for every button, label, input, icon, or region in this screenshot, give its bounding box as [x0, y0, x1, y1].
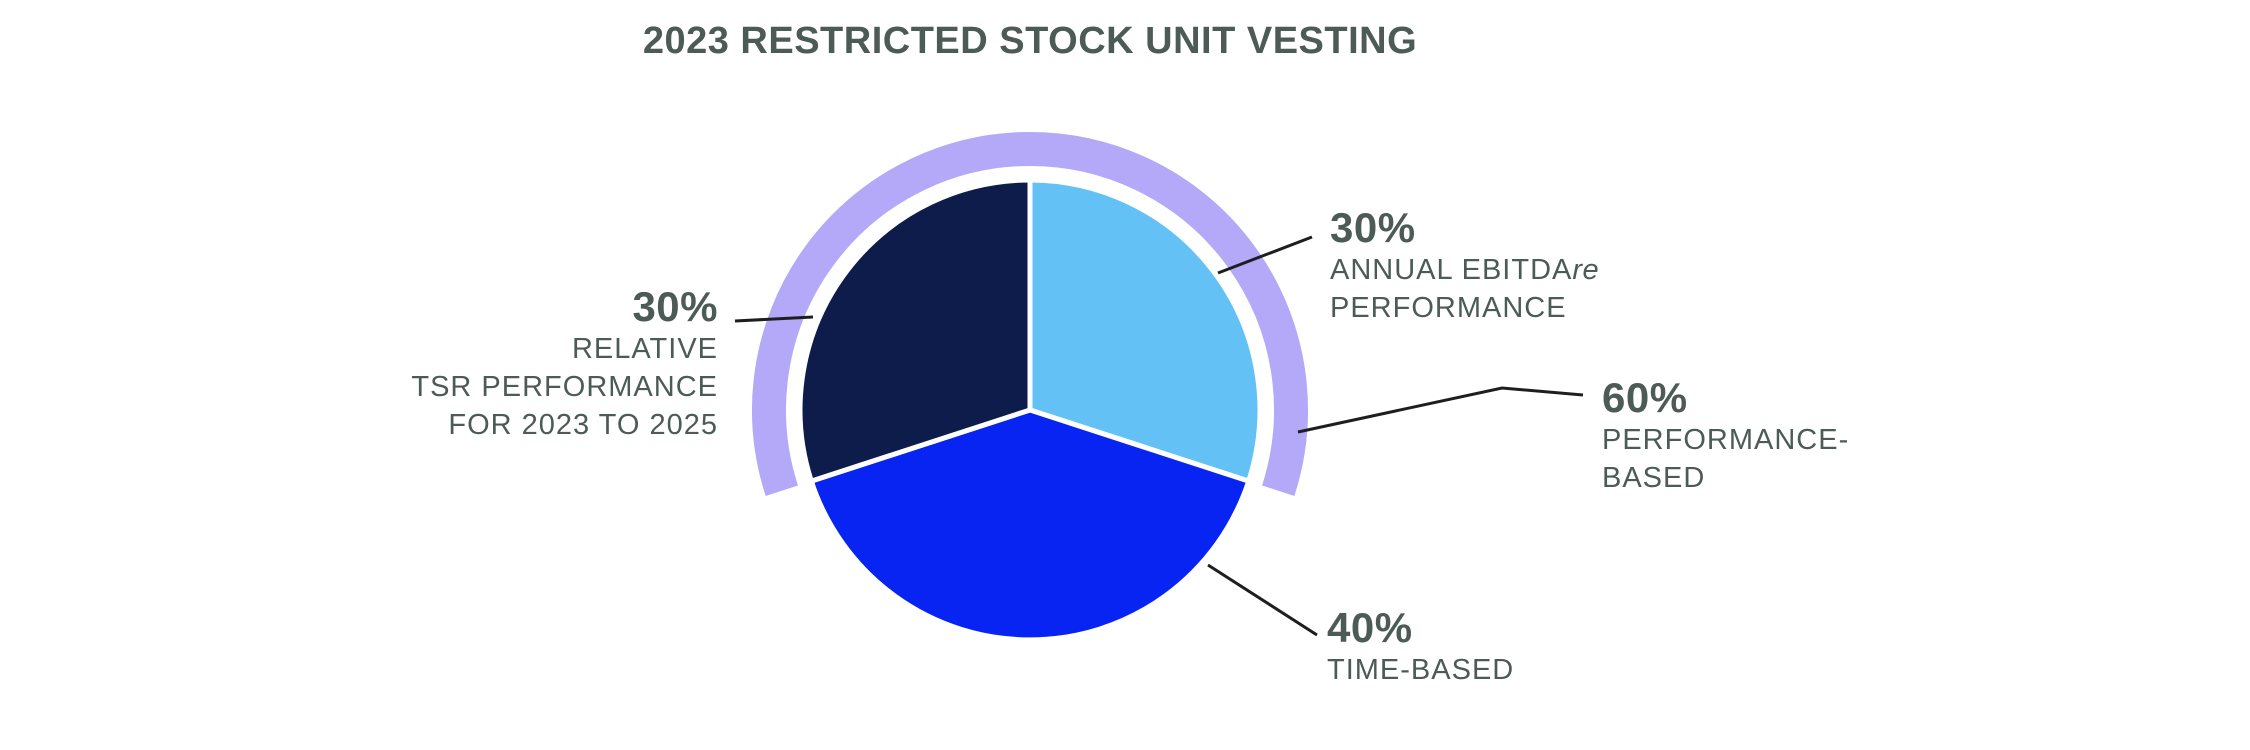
- callout-tsr-percent: 30%: [632, 283, 718, 330]
- pie-slice-ebitda: [1027, 177, 1263, 484]
- callout-ebitda: 30% ANNUAL EBITDAre PERFORMANCE: [1330, 205, 1599, 327]
- callout-tsr-line: TSR PERFORMANCE: [411, 371, 718, 403]
- leader-line-time: [1207, 563, 1318, 637]
- chart-title: 2023 RESTRICTED STOCK UNIT VESTING: [642, 20, 1418, 62]
- callout-time-line: TIME-BASED: [1327, 654, 1515, 686]
- callout-ebitda-italic-re: re: [1572, 254, 1600, 286]
- callout-ebitda-percent: 30%: [1330, 204, 1416, 251]
- callout-time-percent: 40%: [1327, 604, 1413, 651]
- callout-tsr-line: RELATIVE: [571, 333, 718, 365]
- callout-tsr: 30% RELATIVE TSR PERFORMANCE FOR 2023 TO…: [411, 284, 718, 444]
- pie-slice-time: [808, 407, 1252, 643]
- callout-performance-line: PERFORMANCE-: [1602, 424, 1850, 456]
- performance-based-arc: [752, 131, 1308, 496]
- leader-line-ebitda: [1217, 235, 1313, 275]
- callout-performance-percent: 60%: [1602, 374, 1688, 421]
- callout-tsr-line: FOR 2023 TO 2025: [448, 409, 718, 441]
- pie-layer: [752, 131, 1308, 643]
- callout-ebitda-line: PERFORMANCE: [1330, 292, 1567, 324]
- callout-ebitda-line: ANNUAL EBITDAre: [1330, 251, 1599, 289]
- callout-time-based: 40% TIME-BASED: [1327, 605, 1514, 689]
- callout-performance-line: BASED: [1602, 462, 1706, 494]
- callout-ebitda-text: ANNUAL EBITDA: [1330, 254, 1573, 286]
- leader-line-performance-based: [1297, 386, 1584, 434]
- leader-lines: [734, 235, 1584, 637]
- pie-slice-tsr: [797, 177, 1033, 484]
- leader-line-tsr: [734, 315, 814, 323]
- callout-performance-based: 60% PERFORMANCE- BASED: [1602, 375, 1849, 497]
